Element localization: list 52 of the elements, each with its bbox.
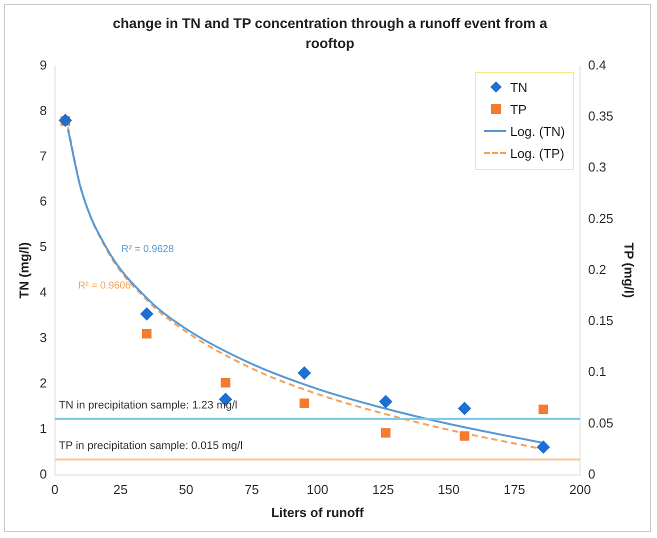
point	[140, 307, 154, 320]
x-tick-label: 200	[569, 482, 591, 498]
point	[58, 114, 72, 127]
point	[298, 366, 311, 380]
y2-tick-label: 0.2	[588, 262, 606, 277]
ref-line-label: TN in precipitation sample: 1.23 mg/l	[58, 399, 238, 412]
y2-tick-label: 0.05	[588, 415, 614, 430]
legend-label: Log. (TN)	[510, 124, 565, 139]
x-tick-label: 50	[178, 482, 194, 498]
x-tick-label: 150	[438, 482, 460, 498]
y2-tick-label: 0.4	[588, 57, 606, 72]
y-tick-label: 5	[40, 239, 47, 254]
annotation: R² = 0.9628	[121, 244, 174, 256]
y-tick-label: 2	[40, 375, 47, 390]
y-tick-label: 9	[40, 57, 47, 72]
y-tick-label: 4	[40, 284, 47, 300]
x-tick-label: 175	[504, 482, 526, 498]
chart-title: change in TN and TP concentration through a runoff event from a rooftop	[112, 14, 548, 53]
point	[536, 440, 550, 454]
y2-tick-label: 0.15	[588, 313, 614, 328]
point	[538, 404, 548, 414]
x-tick-label: 100	[306, 482, 328, 498]
y2-tick-label: 0	[588, 466, 596, 482]
y-tick-label: 6	[40, 194, 47, 209]
x-tick-label: 75	[244, 482, 260, 498]
y2-axis-title: TP (mg/l)	[622, 242, 637, 298]
x-axis-title: Liters of runoff	[271, 504, 364, 520]
y-tick-label: 7	[40, 148, 47, 164]
y2-tick-label: 0.1	[588, 364, 606, 380]
point	[460, 431, 470, 441]
legend-label: TP	[510, 102, 527, 117]
y-tick-label: 1	[40, 420, 47, 436]
y2-tick-label: 0.25	[588, 210, 614, 226]
annotation: R² = 0.9606	[78, 280, 132, 292]
x-tick-label: 125	[372, 482, 394, 498]
point	[220, 378, 230, 388]
ref-line-label: TP in precipitation sample: 0.015 mg/l	[58, 440, 243, 452]
y2-tick-label: 0.3	[588, 160, 606, 175]
y-tick-label: 0	[40, 466, 47, 482]
y2-tick-label: 0.35	[588, 108, 614, 124]
y-tick-label: 8	[40, 102, 47, 118]
x-tick-label: 25	[113, 482, 128, 498]
point	[379, 395, 392, 408]
point	[458, 402, 472, 415]
point	[381, 428, 390, 438]
x-tick-label: 0	[51, 482, 58, 498]
y-tick-label: 3	[40, 330, 47, 346]
point	[300, 398, 310, 408]
legend-label: TN	[510, 80, 528, 95]
point	[142, 328, 152, 338]
legend-label: Log. (TP)	[510, 146, 564, 161]
y-axis-title: TN (mg/l)	[16, 242, 32, 298]
